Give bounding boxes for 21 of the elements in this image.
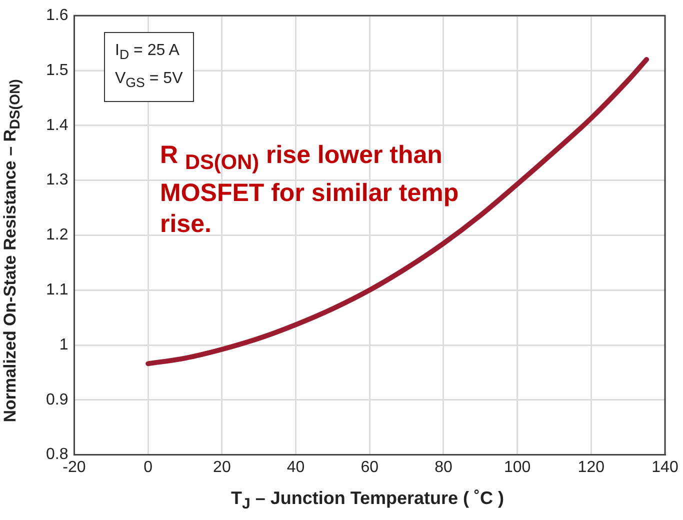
annotation: R $_{DS(ON)}$ rise lower than MOSFET for similar temp rise. (160, 140, 460, 240)
annotation: V$_{GS}$ = 5V (115, 69, 183, 92)
y-tick-label: 1 (59, 336, 68, 354)
y-tick-label: 1.1 (46, 282, 68, 299)
annotation: I$_{D}$ = 25 A (115, 41, 180, 64)
x-tick-label: 120 (578, 458, 605, 476)
x-tick-label: 0 (144, 458, 153, 476)
x-tick-label: 20 (213, 458, 231, 476)
x-tick-label: 80 (434, 458, 452, 476)
x-axis-title: T$_{J}$ – Junction Temperature ( ˚C ) (230, 488, 506, 513)
y-tick-label: 1.6 (46, 7, 68, 24)
y-tick-label: 0.9 (46, 391, 68, 408)
x-tick-label: 100 (504, 458, 531, 476)
condition-box: I$_{D}$ = 25 A V$_{GS}$ = 5V (104, 32, 194, 102)
x-tick-label: 140 (652, 458, 678, 476)
y-tick-label: 1.2 (46, 226, 68, 244)
x-tick-label: 40 (286, 458, 305, 476)
y-tick-label: 1.3 (46, 172, 68, 189)
y-tick-label: 1.5 (46, 62, 68, 79)
x-tick-label: 60 (360, 458, 379, 476)
y-tick-label: 1.4 (46, 116, 68, 134)
